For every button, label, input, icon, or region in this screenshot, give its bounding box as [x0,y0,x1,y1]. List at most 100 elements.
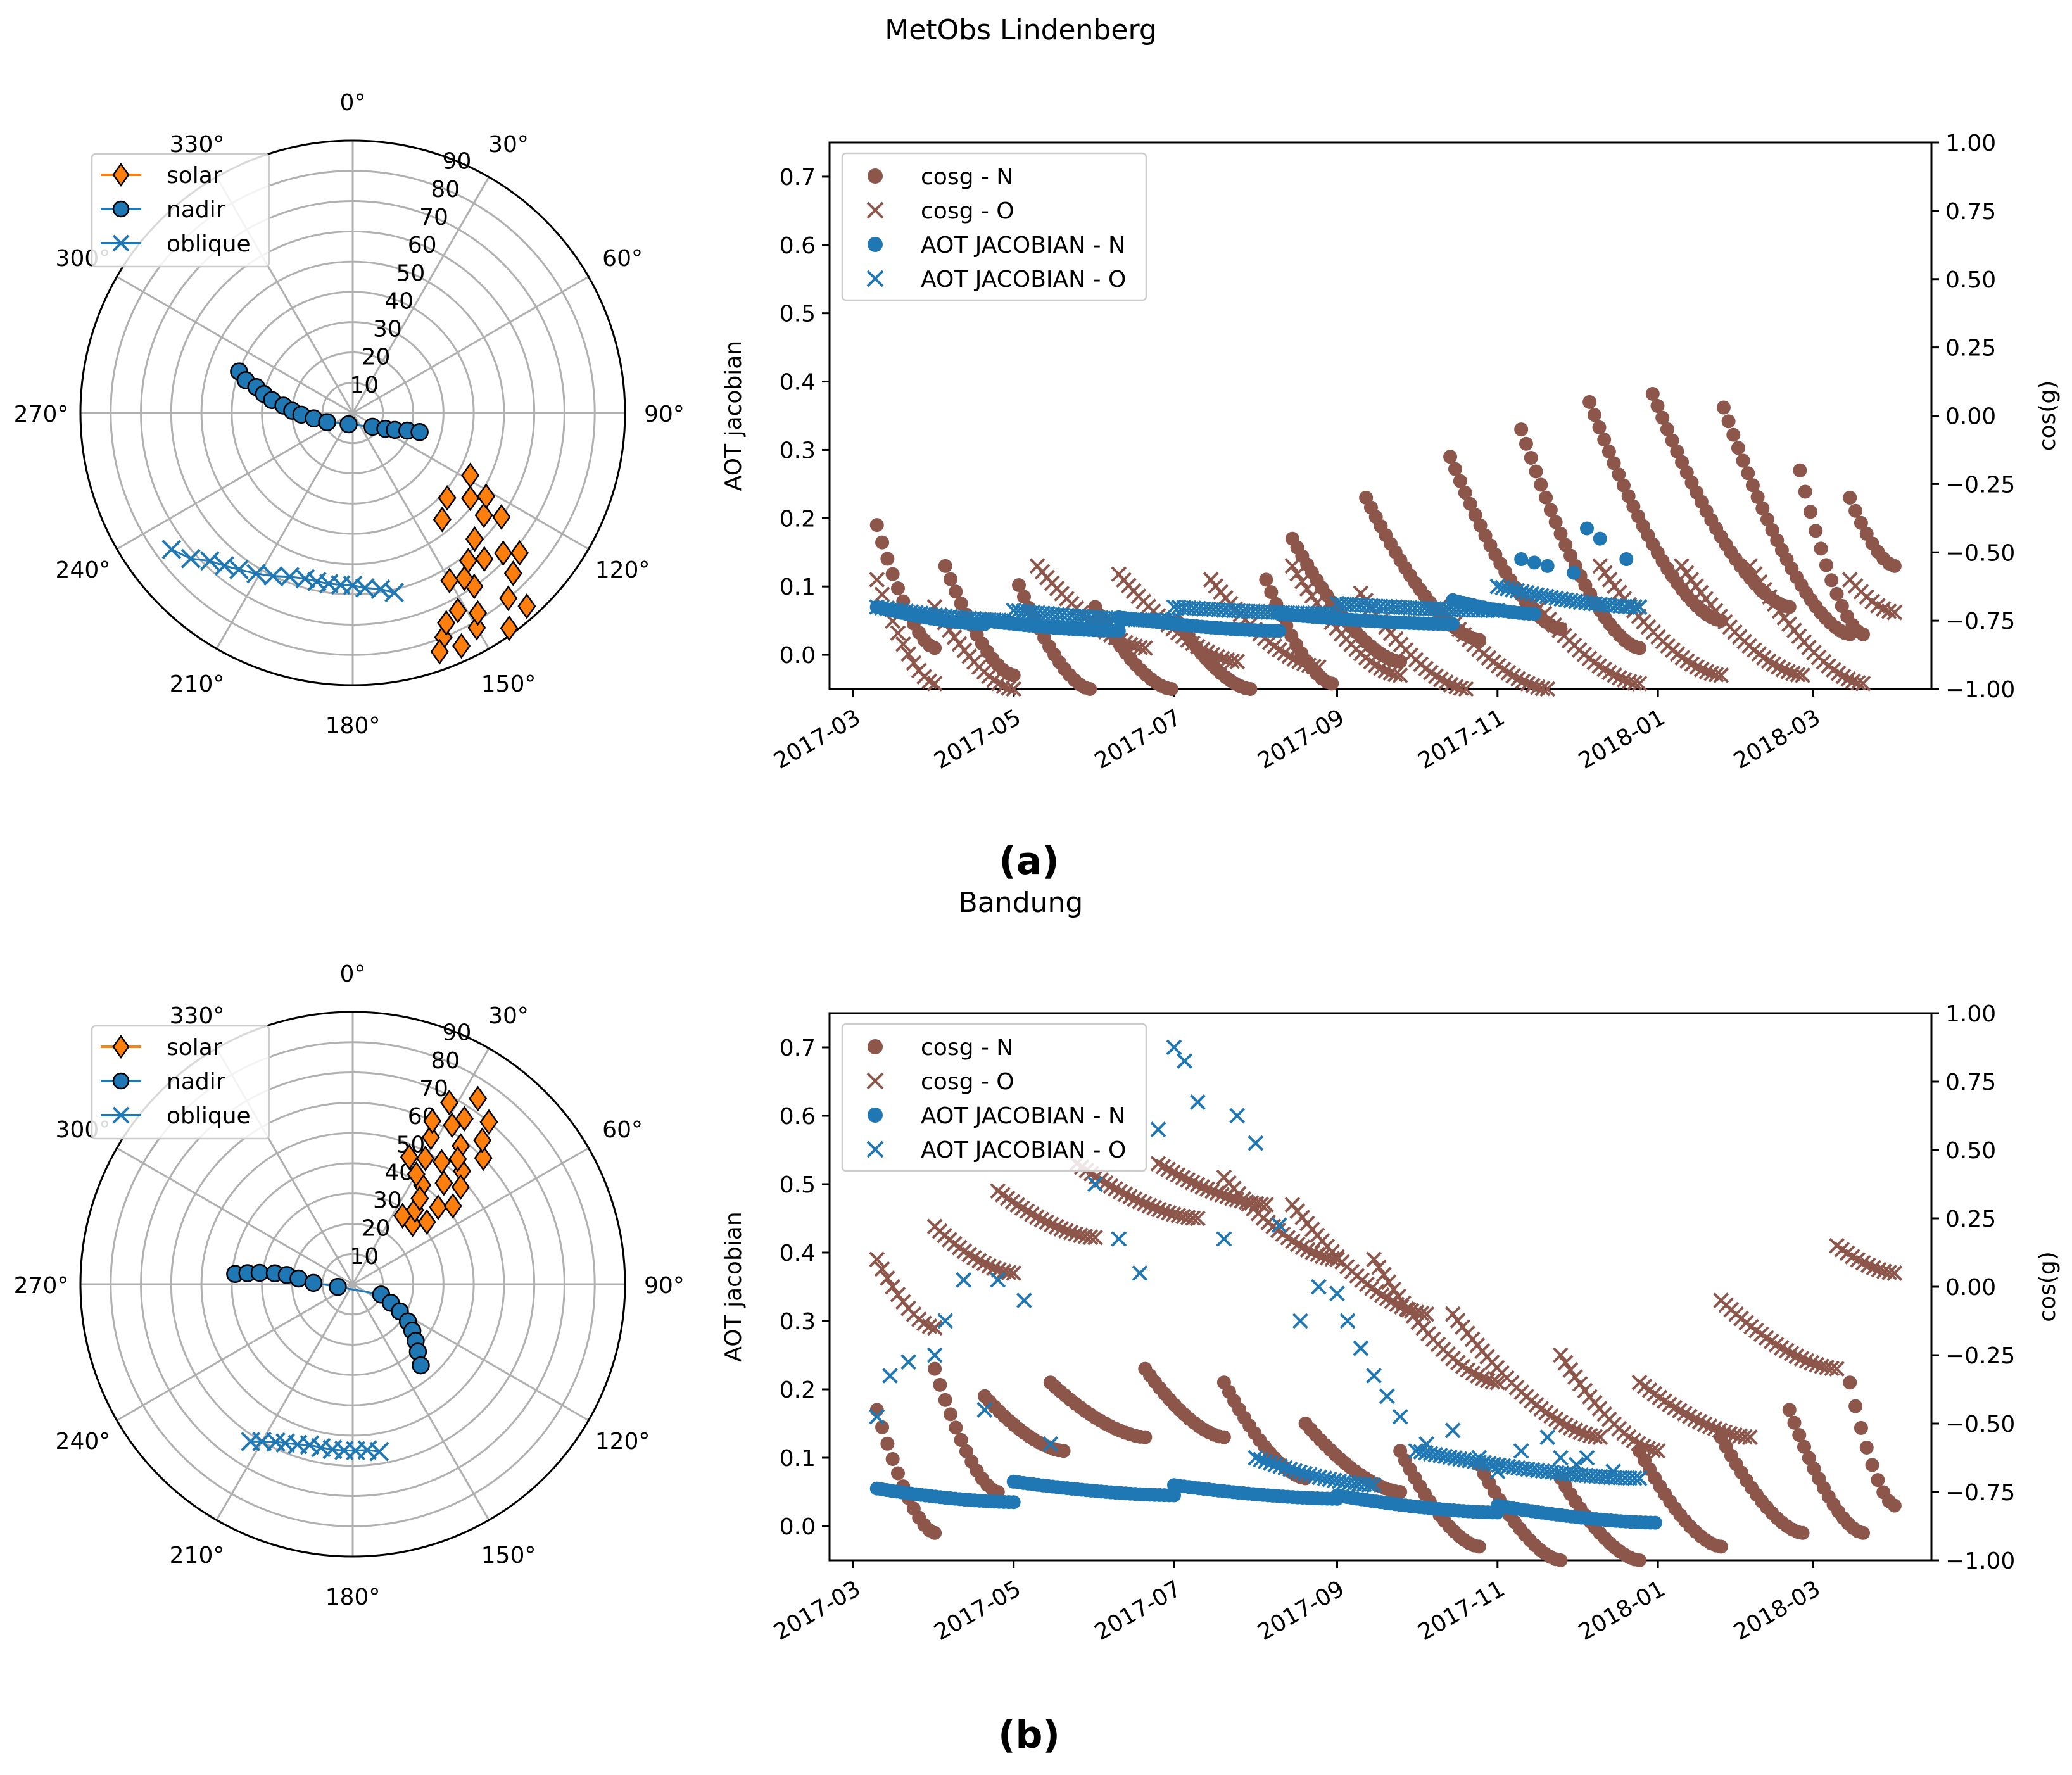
data-point [1750,490,1765,504]
polar-point-solar [492,504,511,530]
data-point [1619,552,1634,567]
data-point [1798,1353,1815,1369]
data-point [1141,1197,1158,1214]
data-point [875,1420,890,1434]
data-point [1616,478,1631,493]
data-point [1161,612,1177,629]
data-point [1194,1179,1211,1195]
data-point [890,581,905,596]
polar-point-oblique [214,556,234,576]
angle-tick-label: 330° [170,1003,225,1029]
data-point [1033,1211,1050,1228]
data-point [1489,602,1506,619]
polar-point-nadir [339,415,358,434]
data-point [1056,1444,1071,1458]
data-point [1259,572,1273,587]
data-point [1150,1121,1166,1138]
data-point [1775,661,1791,678]
data-point [1742,1429,1758,1446]
x-tick-label: 2017-11 [1414,704,1510,774]
data-point [900,1354,916,1370]
data-point [1881,1265,1897,1280]
data-point [1553,1450,1569,1466]
y-tick-label-left: 0.3 [780,1309,816,1335]
data-point [1165,1206,1182,1222]
polar-point-oblique [229,559,249,579]
data-point [1377,662,1394,679]
legend-label: AOT JACOBIAN - N [921,1103,1125,1129]
data-point [1136,1196,1153,1212]
data-point [1453,680,1469,697]
data-point [1132,1265,1148,1281]
data-point [1540,559,1555,573]
data-point [946,629,963,645]
data-point [1866,1260,1882,1276]
polar-frame [79,139,626,686]
data-point [1001,1265,1017,1280]
data-point [1042,1436,1059,1452]
data-point [1854,515,1868,530]
x-tick-label: 2017-07 [1090,704,1186,774]
legend-marker [866,1140,884,1158]
polar-point-solar [393,1203,412,1229]
y-tick-label-left: 0.5 [780,1172,816,1198]
data-point [1534,477,1548,492]
data-point [885,567,900,581]
data-point [1185,1210,1201,1226]
data-point [1214,1187,1230,1203]
data-point [1392,1408,1408,1425]
data-point [926,1347,943,1363]
polar-point-solar [474,1145,493,1172]
polar-series-solar [393,1085,498,1237]
y-tick-label-right: −1.00 [1945,1548,2015,1574]
data-point [1698,664,1715,680]
data-point [1648,1515,1662,1530]
angle-tick-label: 270° [14,1273,69,1299]
data-point [1621,489,1636,503]
data-point [1726,427,1741,442]
data-point [1856,627,1871,641]
y-tick-label-right: −0.50 [1945,540,2015,566]
polar-point-solar [430,638,449,665]
data-point [1082,1229,1099,1246]
polar-legend: solar nadir oblique [91,153,270,268]
angle-tick-label: 30° [488,1003,529,1029]
data-point [1741,466,1755,481]
y-axis-label-left: AOT jacobian [721,341,747,491]
data-point [1626,598,1643,615]
polar-point-solar [467,614,486,641]
data-point [1814,541,1828,556]
data-point [1253,1196,1270,1213]
polar-series-solar [430,462,536,665]
angle-tick-label: 240° [56,557,111,583]
angular-gridline [352,1147,590,1285]
data-point [1850,674,1866,691]
y-tick-label-left: 0.1 [780,1446,816,1472]
polar-point-oblique [384,583,404,603]
data-point [1782,1403,1797,1417]
data-point [926,675,943,692]
data-point [1886,604,1903,621]
polar-point-nadir [318,413,336,431]
y-tick-label-left: 0.7 [780,1035,816,1061]
data-point [1282,1461,1298,1477]
legend-label: AOT JACOBIAN - N [921,232,1125,258]
radial-tick-label: 10 [350,1244,379,1270]
data-point [1605,1463,1621,1480]
data-point [976,1255,992,1272]
data-point [1539,1429,1556,1446]
data-point [1674,558,1690,574]
radial-tick-label: 80 [431,177,460,203]
data-point [1787,1415,1802,1430]
data-point [1380,1274,1397,1291]
data-point [1418,1436,1435,1452]
x-tick-label: 2017-03 [769,704,865,774]
angular-gridline [351,1047,490,1285]
polar-point-solar [410,1185,429,1211]
data-point [944,1407,958,1422]
data-point [1248,1450,1264,1466]
data-point [1717,1424,1733,1440]
data-point [1824,573,1839,588]
angle-tick-label: 0° [340,961,366,987]
data-point [1721,414,1736,429]
